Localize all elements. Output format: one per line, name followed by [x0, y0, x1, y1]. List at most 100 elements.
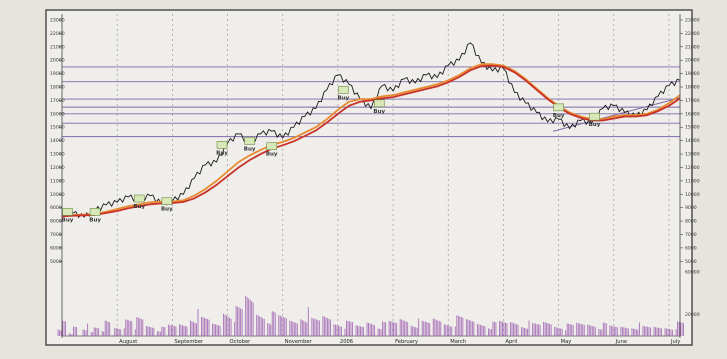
right-tick-label: 21000 [685, 44, 700, 50]
left-tick-label: 14000 [50, 138, 65, 144]
volume-bar [609, 326, 610, 336]
right-tick-label: 14000 [685, 138, 700, 144]
volume-bar [311, 318, 312, 336]
volume-bar [102, 331, 103, 336]
volume-bar [459, 316, 460, 336]
volume-bar [128, 320, 129, 336]
volume-bar [381, 329, 382, 336]
volume-bar [339, 326, 340, 336]
volume-bar [546, 323, 547, 336]
volume-bar [286, 318, 287, 336]
volume-bar [239, 308, 240, 336]
volume-bar [125, 319, 126, 336]
volume-bar [59, 330, 60, 336]
volume-bar [414, 327, 415, 336]
volume-bar [455, 326, 456, 336]
volume-bar [190, 320, 191, 336]
volume-bar [346, 320, 347, 336]
volume-bar [109, 322, 110, 336]
volume-bar [183, 326, 184, 336]
volume-bar [524, 328, 525, 336]
volume-bar [439, 321, 440, 336]
volume-bar [124, 328, 125, 336]
volume-bar [642, 326, 643, 336]
buy-marker [90, 208, 100, 215]
month-label: April [505, 339, 517, 345]
volume-tick-label: 60000 [685, 270, 700, 276]
volume-bar [660, 328, 661, 336]
volume-bar [84, 330, 85, 336]
volume-bar [671, 330, 672, 336]
buy-label: Buy [589, 122, 601, 128]
volume-bar [527, 329, 528, 336]
buy-label: Buy [216, 150, 228, 156]
volume-bar [557, 328, 558, 336]
volume-bar [411, 326, 412, 336]
volume-bar [571, 325, 572, 336]
volume-bar [169, 325, 170, 336]
volume-bar [163, 327, 164, 336]
volume-bar [556, 327, 557, 336]
volume-bar [231, 319, 232, 336]
volume-bar [103, 332, 104, 336]
left-tick-label: 12000 [50, 165, 65, 171]
right-tick-label: 23000 [685, 18, 700, 24]
volume-bar [236, 306, 237, 336]
volume-bar [335, 325, 336, 336]
volume-bar [349, 321, 350, 336]
volume-bar [440, 322, 441, 336]
volume-bar [516, 324, 517, 336]
volume-bar [251, 301, 252, 336]
volume-bar [64, 321, 65, 336]
volume-bar [617, 327, 618, 336]
volume-bar [225, 315, 226, 336]
buy-label: Buy [338, 95, 350, 101]
volume-bar [250, 300, 251, 336]
volume-bar [415, 327, 416, 336]
volume-bar [87, 324, 88, 336]
volume-bar [433, 319, 434, 336]
volume-bar [666, 328, 667, 336]
volume-bar [223, 314, 224, 336]
volume-bar [248, 299, 249, 336]
volume-bar [141, 319, 142, 336]
volume-bar [72, 334, 73, 336]
volume-bar [657, 327, 658, 336]
volume-bar [120, 329, 121, 336]
volume-bar [488, 328, 489, 336]
volume-bar [478, 324, 479, 336]
volume-bar [545, 322, 546, 336]
volume-bar [152, 328, 153, 336]
volume-bar [76, 327, 77, 336]
volume-bar [472, 321, 473, 336]
volume-bar [654, 327, 655, 336]
volume-bar [138, 318, 139, 336]
volume-bar [273, 312, 274, 336]
volume-bar [327, 318, 328, 336]
volume-bar [451, 327, 452, 336]
volume-bar [75, 327, 76, 336]
volume-bar [560, 328, 561, 336]
volume-bar [328, 319, 329, 336]
volume-bar [637, 330, 638, 336]
volume-bar [336, 325, 337, 336]
volume-bar [513, 323, 514, 336]
volume-bar [201, 317, 202, 336]
volume-bar [467, 320, 468, 336]
volume-bar [395, 323, 396, 336]
volume-bar [568, 324, 569, 336]
left-tick-label: 11000 [50, 178, 65, 184]
volume-bar [360, 326, 361, 336]
volume-bar [672, 330, 673, 336]
volume-bar [294, 322, 295, 336]
volume-bar [157, 331, 158, 336]
buy-marker [217, 141, 227, 148]
volume-bar [462, 318, 463, 336]
volume-bar [351, 322, 352, 336]
volume-bar [91, 332, 92, 336]
volume-bar [470, 321, 471, 336]
volume-bar [510, 322, 511, 336]
volume-bar [283, 317, 284, 336]
volume-bar [385, 322, 386, 336]
volume-bar [289, 321, 290, 336]
